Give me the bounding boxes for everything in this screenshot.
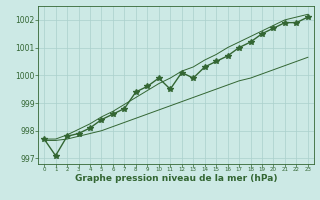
X-axis label: Graphe pression niveau de la mer (hPa): Graphe pression niveau de la mer (hPa) — [75, 174, 277, 183]
